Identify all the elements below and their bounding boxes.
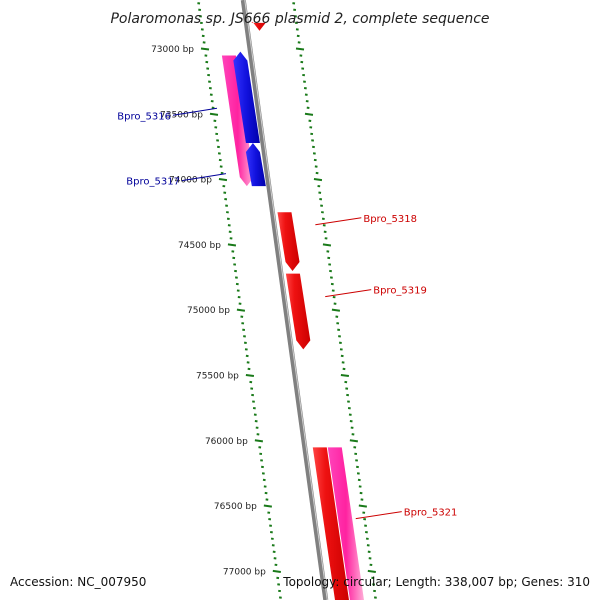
gene-label-leader: [325, 289, 372, 298]
labels: Bpro_5316 Bpro_5317 Bpro_5318 Bpro_5319 Bpro…: [117, 107, 458, 520]
forward-gene-feature[interactable]: [277, 212, 300, 272]
forward-cds-feature[interactable]: [327, 447, 364, 600]
accession-text: Accession: NC_007950: [10, 575, 146, 589]
backbone-line: [240, 0, 329, 600]
major-tick: [200, 47, 210, 51]
tick-label: 77000 bp: [223, 567, 266, 577]
major-tick: [340, 373, 350, 378]
major-tick: [313, 178, 323, 182]
major-tick: [331, 308, 341, 312]
gene-label-leader: [172, 107, 218, 116]
reverse-gene-feature[interactable]: [245, 143, 266, 187]
gene-label[interactable]: Bpro_5321: [404, 508, 458, 519]
forward-cds-feature[interactable]: [221, 55, 254, 187]
gene-label[interactable]: Bpro_5316: [117, 111, 171, 122]
tick-label: 75000 bp: [187, 306, 230, 316]
tick-label: 76500 bp: [214, 502, 257, 512]
forward-gene-feature[interactable]: [312, 447, 349, 600]
gene-label-leader: [181, 173, 227, 182]
tick-marks: 73000 bp 73500 bp 74000 bp 74500 bp 75000 bp…: [151, 2, 377, 599]
major-tick: [263, 504, 272, 508]
major-tick: [322, 243, 332, 247]
major-tick: [272, 569, 281, 573]
major-tick: [245, 373, 255, 378]
major-tick: [367, 569, 376, 573]
backbone-highlight: [244, 0, 328, 600]
gene-label[interactable]: Bpro_5318: [363, 214, 417, 225]
tick-label: 76000 bp: [205, 437, 248, 447]
gene-label[interactable]: Bpro_5317: [126, 177, 180, 188]
major-tick: [218, 178, 228, 182]
major-tick: [236, 308, 246, 312]
map-title: Polaromonas sp. JS666 plasmid 2, complet…: [110, 11, 489, 27]
tick-label: 74000 bp: [169, 176, 212, 186]
tick-label: 73000 bp: [151, 45, 194, 55]
major-tick: [295, 47, 305, 51]
forward-gene-feature[interactable]: [251, 21, 267, 31]
gene-label-leader: [355, 511, 402, 520]
reverse-gene-feature[interactable]: [233, 51, 260, 144]
tick-label: 75500 bp: [196, 372, 239, 382]
major-tick: [358, 504, 367, 508]
backbone: [240, 0, 329, 600]
major-tick: [254, 439, 264, 443]
gene-label-leader: [315, 217, 362, 226]
gene-label[interactable]: Bpro_5319: [373, 286, 427, 297]
gene-features: [221, 21, 364, 600]
tick-label: 74500 bp: [178, 241, 221, 251]
forward-gene-feature[interactable]: [285, 273, 311, 350]
major-tick: [209, 112, 219, 116]
major-tick: [304, 112, 314, 116]
major-tick: [349, 439, 359, 443]
tick-label: 73500 bp: [160, 110, 203, 120]
sequence-summary: Topology: circular; Length: 338,007 bp; …: [282, 575, 590, 589]
major-tick: [227, 243, 237, 247]
